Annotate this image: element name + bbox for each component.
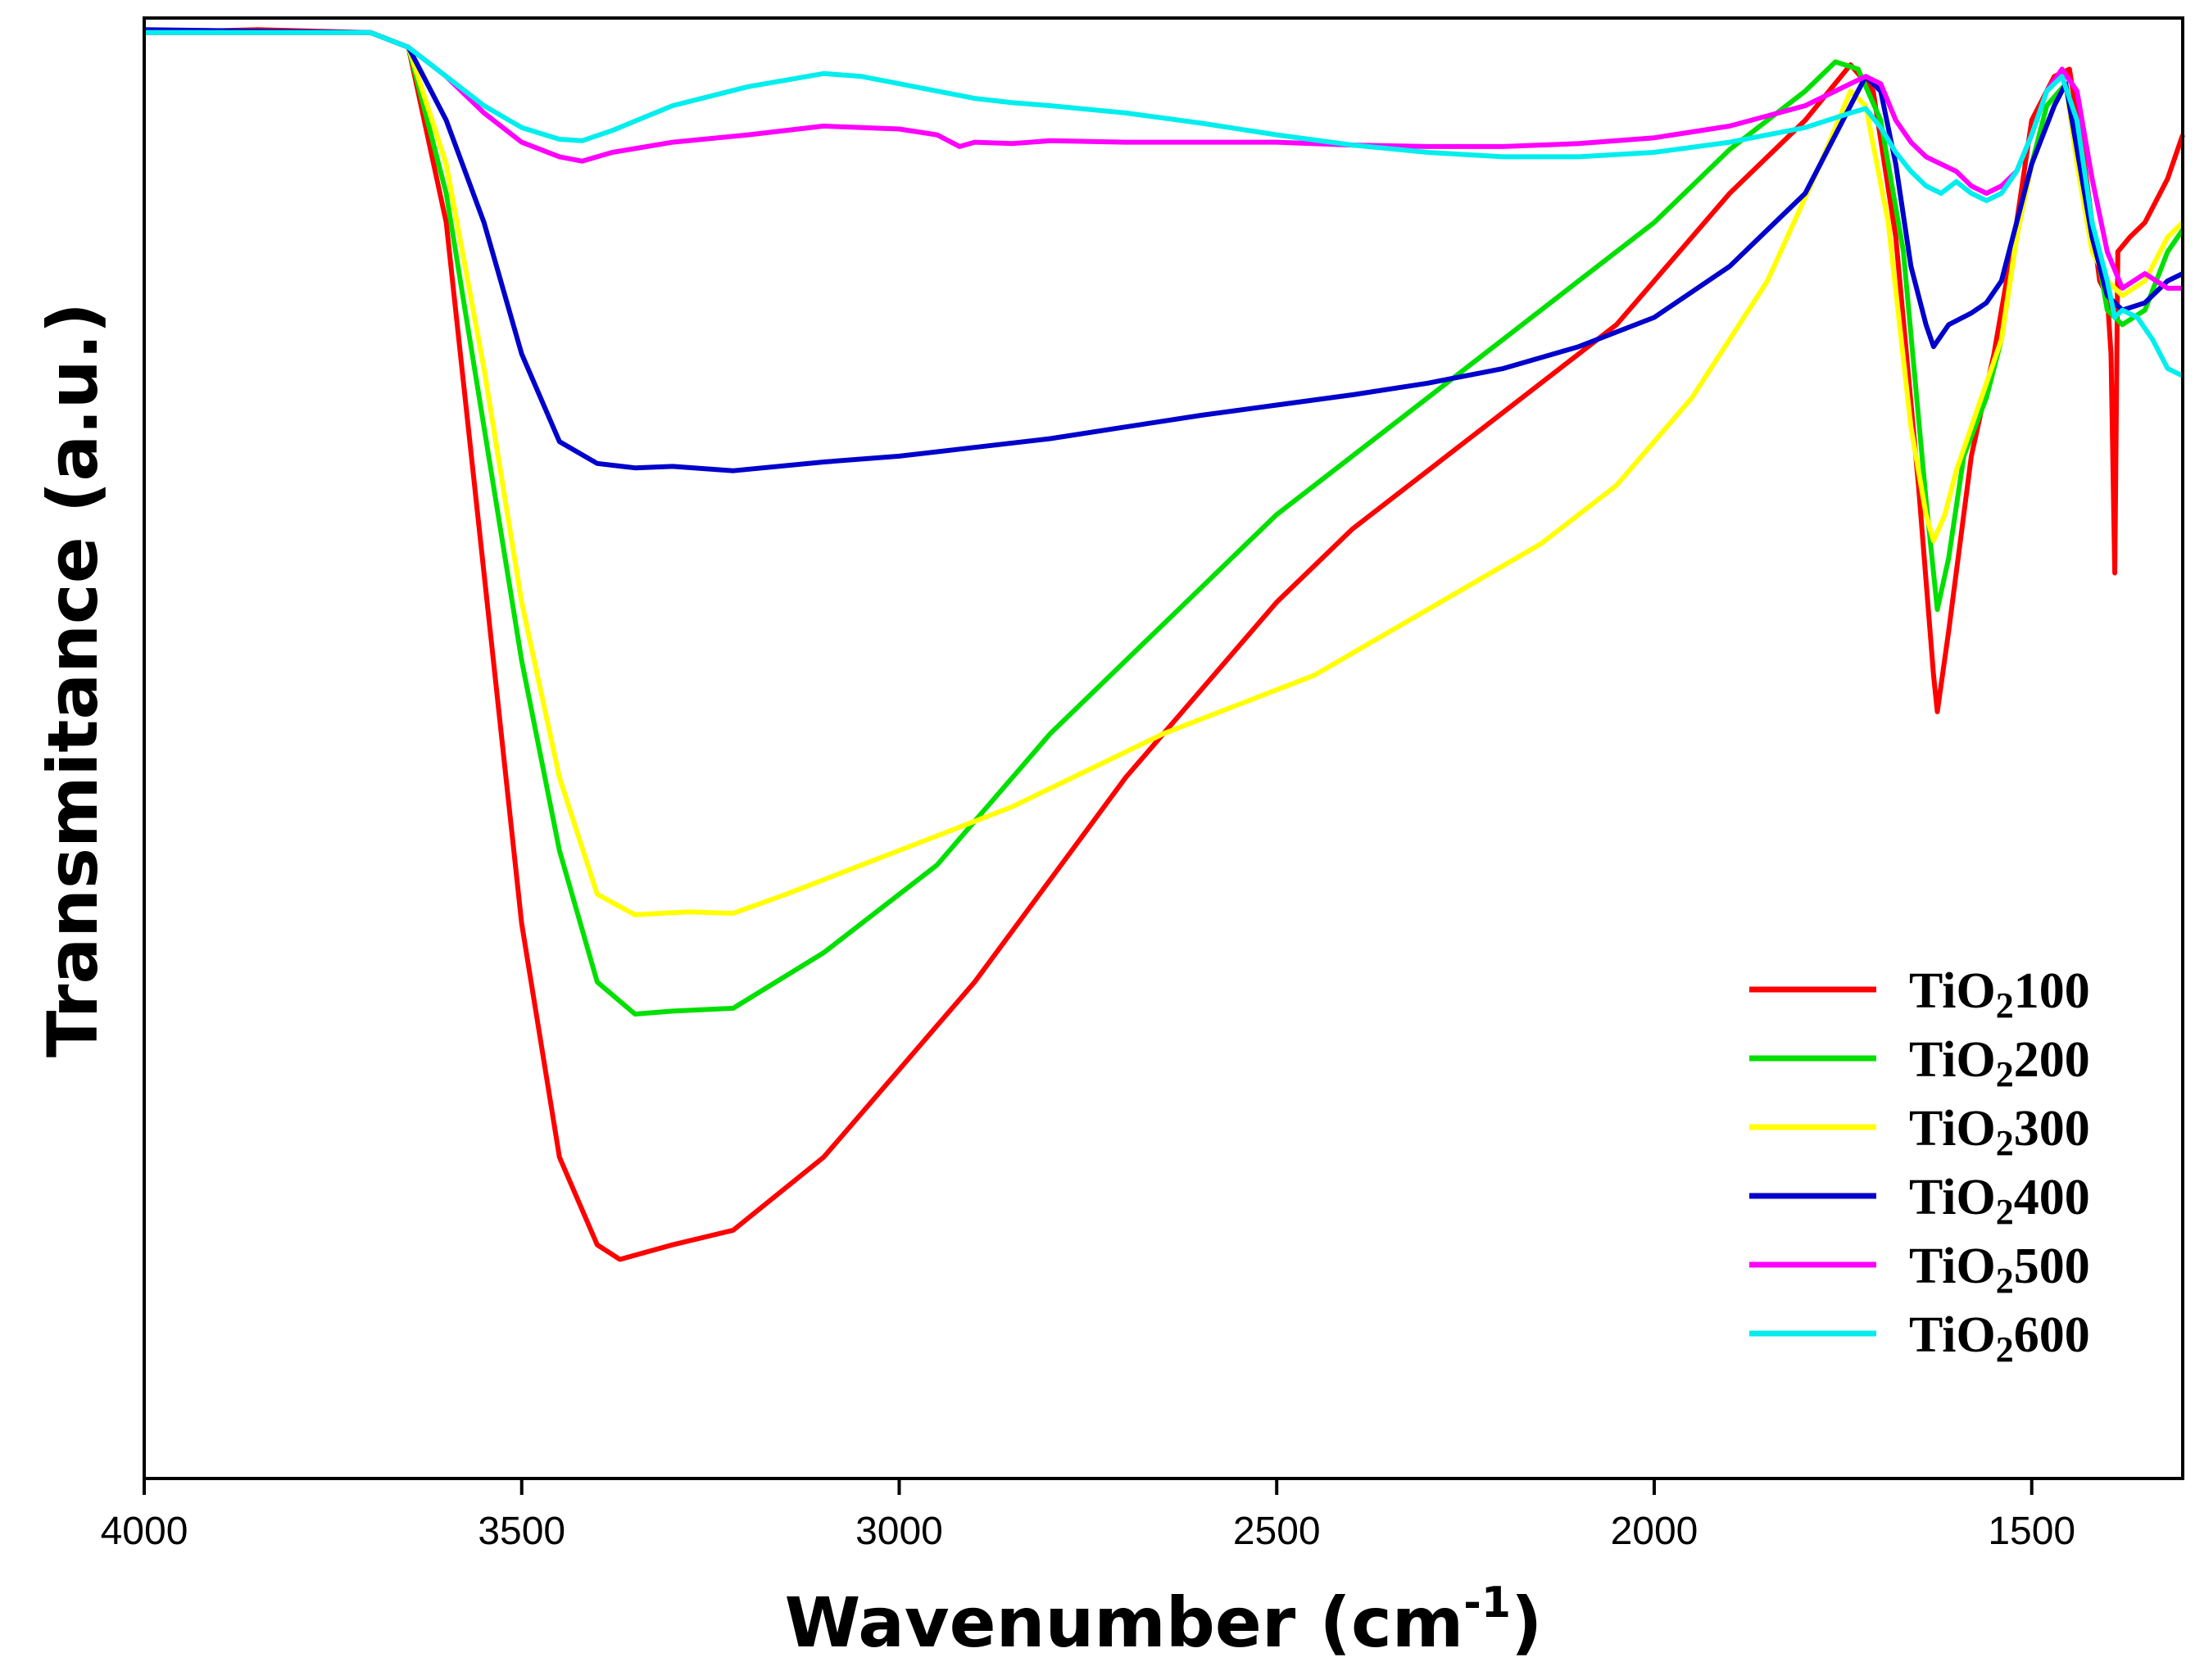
legend-item-tio2600: TiO2600 (1749, 1307, 2090, 1370)
x-axis-title: Wavenumber (cm-1) (785, 1578, 1543, 1663)
x-tick-label-1500: 1500 (1988, 1510, 2075, 1553)
legend-label-tio2300: TiO2300 (1909, 1101, 2090, 1163)
plot-lines (143, 27, 2185, 1262)
x-axis-title-close: ) (1511, 1583, 1542, 1663)
x-axis-title-main: Wavenumber (cm (785, 1583, 1464, 1663)
x-axis-ticks (143, 1478, 2034, 1495)
x-tick-label-2500: 2500 (1233, 1510, 1321, 1553)
series-line-tio2300 (144, 29, 2185, 917)
x-tick-label-3000: 3000 (855, 1510, 943, 1553)
plot-frame (143, 16, 2184, 1480)
series-line-tio2600 (144, 29, 2184, 378)
legend-label-tio2200: TiO2200 (1909, 1032, 2090, 1094)
legend-label-tio2600: TiO2600 (1909, 1307, 2090, 1370)
legend-item-tio2200: TiO2200 (1749, 1032, 2090, 1094)
x-axis-tick-labels: 4000 3500 3000 2500 2000 1500 (101, 1510, 2075, 1553)
x-tick-label-2000: 2000 (1611, 1510, 1698, 1553)
legend-item-tio2400: TiO2400 (1749, 1170, 2090, 1232)
legend-label-tio2100: TiO2100 (1909, 963, 2090, 1026)
y-axis-title: Transmitance (a.u.) (33, 302, 113, 1057)
series-line-tio2400 (143, 27, 2184, 473)
legend-item-tio2500: TiO2500 (1749, 1238, 2090, 1301)
legend-label-tio2500: TiO2500 (1909, 1238, 2090, 1301)
x-tick-label-3500: 3500 (478, 1510, 565, 1553)
x-tick-label-4000: 4000 (101, 1510, 188, 1553)
legend-item-tio2100: TiO2100 (1749, 963, 2090, 1026)
series-line-tio2200 (144, 29, 2185, 1017)
legend-label-tio2400: TiO2400 (1909, 1170, 2090, 1232)
legend-item-tio2300: TiO2300 (1749, 1101, 2090, 1163)
x-axis-title-sup: -1 (1463, 1578, 1511, 1628)
